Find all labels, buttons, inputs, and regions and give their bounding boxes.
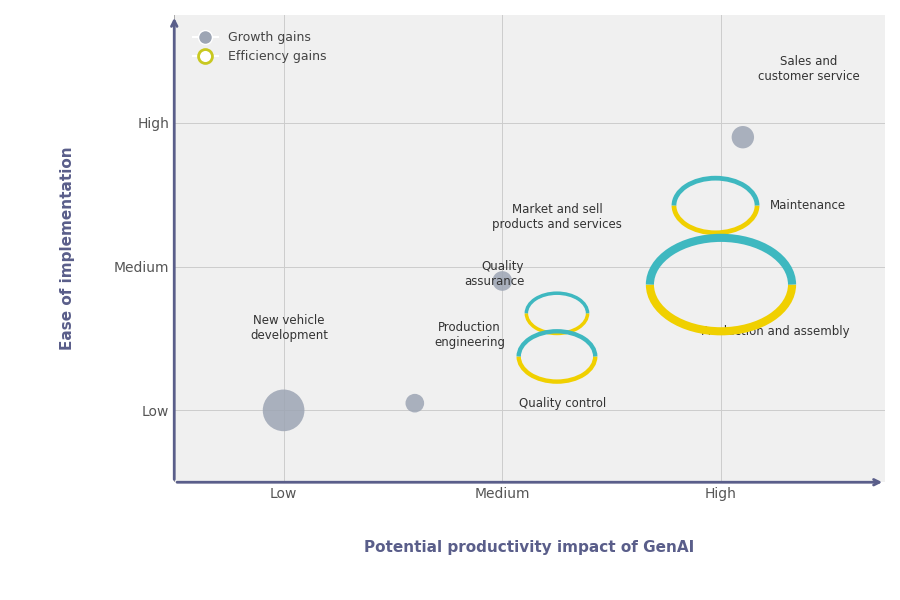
Point [735, 133, 750, 142]
X-axis label: Potential productivity impact of GenAI: Potential productivity impact of GenAI [364, 540, 695, 555]
Text: Maintenance: Maintenance [770, 199, 846, 212]
Point [408, 398, 422, 408]
Text: Quality
assurance: Quality assurance [464, 260, 524, 288]
Legend: Growth gains, Efficiency gains: Growth gains, Efficiency gains [187, 26, 331, 68]
Text: Production and assembly: Production and assembly [701, 325, 850, 338]
Text: New vehicle
development: New vehicle development [250, 314, 328, 342]
Y-axis label: Ease of implementation: Ease of implementation [60, 147, 75, 350]
Text: Quality control: Quality control [518, 397, 606, 410]
Text: Market and sell
products and services: Market and sell products and services [492, 203, 622, 230]
Text: Sales and
customer service: Sales and customer service [758, 55, 860, 83]
Text: Production
engineering: Production engineering [434, 321, 505, 349]
Point [276, 406, 291, 415]
Point [495, 276, 509, 286]
